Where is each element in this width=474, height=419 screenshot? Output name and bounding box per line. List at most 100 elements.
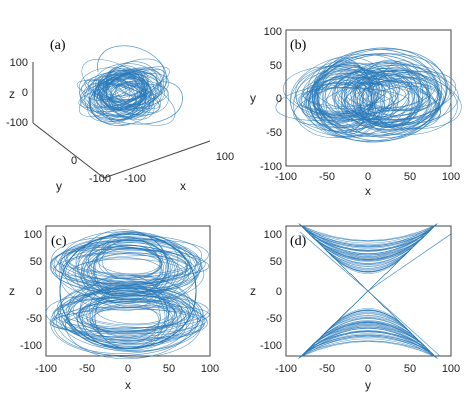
y-tick-c-0: 100 xyxy=(24,229,42,241)
z-tick-a-0: 100 xyxy=(10,57,28,69)
x-label-a: x xyxy=(180,179,186,193)
trajectory-loop-c xyxy=(53,235,202,284)
x-tick-b-4: 100 xyxy=(442,171,460,183)
trajectory-loop-c xyxy=(96,247,161,275)
trajectory-loop-a xyxy=(84,70,146,119)
trajectory-loop-b xyxy=(359,59,418,133)
trajectory-loop-d xyxy=(299,231,441,357)
trajectory-loop-b xyxy=(317,52,439,138)
trajectory-loop-b xyxy=(313,47,443,143)
trajectory-loop-b xyxy=(341,70,457,124)
trajectory-loop-b xyxy=(313,70,394,126)
trajectory-loop-c xyxy=(60,253,190,293)
x-tick-c-4: 100 xyxy=(201,363,219,375)
x-tick-a-0: 100 xyxy=(216,151,234,163)
trajectory-loop-a xyxy=(101,70,149,110)
y-tick-d-3: -50 xyxy=(266,313,282,325)
trajectory-loop-b xyxy=(275,82,398,121)
y-tick-c-2: 0 xyxy=(36,286,42,298)
trajectory-c xyxy=(45,229,210,360)
trajectory-loop-b xyxy=(345,60,429,124)
trajectory-loop-c xyxy=(51,236,203,290)
x-label-b: x xyxy=(365,184,371,198)
trajectory-loop-b xyxy=(300,68,376,132)
trajectory-loop-d xyxy=(304,229,432,292)
trajectory-loop-c xyxy=(59,234,199,311)
x-tick-d-0: -100 xyxy=(275,363,297,375)
trajectory-loop-b xyxy=(368,69,414,126)
trajectory-loop-d xyxy=(314,238,422,292)
trajectory-loop-c xyxy=(96,298,170,325)
x-tick-d-4: 100 xyxy=(442,363,460,375)
trajectory-loop-b xyxy=(316,54,440,136)
trajectory-loop-a xyxy=(102,69,162,108)
trajectory-loop-c xyxy=(45,293,206,342)
trajectory-loop-b xyxy=(304,71,391,115)
trajectory-loop-d xyxy=(301,290,435,356)
trajectory-loop-b xyxy=(353,73,420,130)
x-tick-b-1: -50 xyxy=(319,171,335,183)
trajectory-loop-c xyxy=(67,255,188,287)
y-label-a: y xyxy=(56,179,62,193)
trajectory-loop-d xyxy=(308,233,428,292)
trajectory-loop-c xyxy=(53,296,209,329)
panel-d: (d) 100 50 0 -50 -100 z -100 -50 0 50 10… xyxy=(250,223,460,392)
trajectory-loop-a xyxy=(97,45,167,106)
trajectory-loop-b xyxy=(362,76,428,108)
plot-box-d xyxy=(285,225,452,357)
trajectory-d xyxy=(298,223,452,359)
trajectory-loop-b xyxy=(301,81,386,118)
panel-a: (a) 100 0 -100 z 0 -100 y -100 100 x xyxy=(6,38,234,193)
trajectory-loop-b xyxy=(295,66,382,128)
trajectory-loop-b xyxy=(308,53,448,137)
y-tick-c-1: 50 xyxy=(30,256,42,268)
trajectory-loop-b xyxy=(293,64,385,138)
trajectory-loop-c xyxy=(64,307,191,337)
trajectory-loop-a xyxy=(81,59,155,112)
trajectory-loop-c xyxy=(90,306,161,333)
trajectory-loop-b xyxy=(347,82,443,125)
trajectory-b xyxy=(275,47,462,143)
plot-box-c xyxy=(45,225,211,357)
y-tick-b-2: 0 xyxy=(276,93,282,105)
x-tick-d-3: 50 xyxy=(404,363,416,375)
x-tick-c-0: -100 xyxy=(35,363,57,375)
y-tick-d-0: 100 xyxy=(264,229,282,241)
trajectory-loop-b xyxy=(298,83,407,112)
y-label-c: z xyxy=(9,284,15,298)
panel-label-c: (c) xyxy=(51,234,67,249)
trajectory-loop-a xyxy=(100,75,154,125)
trajectory-loop-c xyxy=(55,286,202,358)
trajectory-loop-c xyxy=(49,309,207,335)
x-tick-c-3: 50 xyxy=(163,363,175,375)
trajectory-loop-a xyxy=(106,67,142,113)
y-tick-a-1: -100 xyxy=(89,173,111,185)
y-tick-b-3: -50 xyxy=(266,127,282,139)
trajectory-loop-b xyxy=(367,79,432,120)
trajectory-loop-b xyxy=(362,77,436,109)
x-tick-b-3: 50 xyxy=(404,171,416,183)
trajectory-loop-a xyxy=(99,81,183,125)
trajectory-loop-c xyxy=(82,239,169,297)
panel-label-a: (a) xyxy=(50,38,66,53)
y-axis-a xyxy=(32,122,105,179)
trajectory-loop-d xyxy=(304,290,432,353)
y-tick-d-1: 50 xyxy=(270,256,282,268)
trajectory-loop-a xyxy=(93,78,138,111)
trajectory-loop-a xyxy=(94,73,142,121)
trajectory-loop-a xyxy=(99,82,141,101)
trajectory-loop-c xyxy=(59,233,197,349)
panel-c: (c) 100 50 0 -50 -100 z -100 -50 0 50 10… xyxy=(9,225,219,392)
y-label-b: y xyxy=(250,91,256,105)
panel-b: (b) 100 50 0 -50 -100 y -100 -50 0 50 10… xyxy=(250,26,462,198)
panel-label-b: (b) xyxy=(290,38,307,53)
x-axis-a xyxy=(103,140,211,179)
y-tick-d-2: 0 xyxy=(276,286,282,298)
x-tick-d-1: -50 xyxy=(319,363,335,375)
z-tick-a-2: -100 xyxy=(6,117,28,129)
trajectory-loop-d xyxy=(314,290,422,344)
trajectory-loop-c xyxy=(65,240,200,304)
y-tick-c-4: -100 xyxy=(20,340,42,352)
y-tick-a-0: 0 xyxy=(71,155,77,167)
